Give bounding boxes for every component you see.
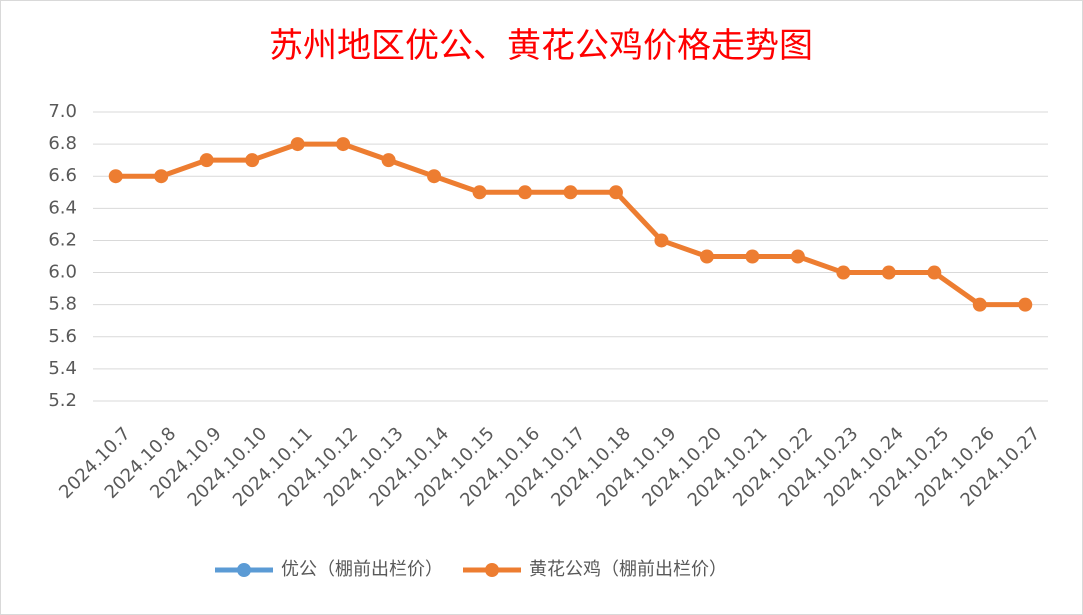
data-point [790, 249, 805, 264]
data-point [108, 169, 123, 184]
y-tick-label: 6.0 [48, 262, 77, 283]
legend-marker [485, 563, 499, 577]
chart-title: 苏州地区优公、黄花公鸡价格走势图 [269, 26, 813, 66]
data-point [427, 169, 442, 184]
y-tick-label: 6.4 [48, 197, 77, 218]
legend-label: 优公（棚前出栏价） [281, 559, 443, 580]
data-point [972, 297, 987, 312]
y-tick-label: 5.4 [48, 358, 77, 379]
y-tick-label: 5.2 [48, 390, 77, 411]
data-point [290, 137, 305, 152]
data-point [836, 265, 851, 280]
legend-marker [237, 563, 251, 577]
data-point [654, 233, 669, 248]
data-point [518, 185, 533, 200]
y-tick-label: 5.6 [48, 326, 77, 347]
data-point [745, 249, 760, 264]
data-point [608, 185, 623, 200]
data-point [927, 265, 942, 280]
y-tick-label: 5.8 [48, 294, 77, 315]
data-point [699, 249, 714, 264]
legend-label: 黄花公鸡（棚前出栏价） [529, 559, 727, 580]
data-point [1018, 297, 1033, 312]
y-tick-label: 6.2 [48, 229, 77, 250]
data-point [881, 265, 896, 280]
data-point [381, 153, 396, 168]
data-point [472, 185, 487, 200]
y-tick-label: 6.6 [48, 165, 77, 186]
y-tick-label: 6.8 [48, 133, 77, 154]
data-point [199, 153, 214, 168]
y-tick-label: 7.0 [48, 101, 77, 122]
data-point [563, 185, 578, 200]
data-point [336, 137, 351, 152]
data-point [245, 153, 260, 168]
data-point [154, 169, 169, 184]
